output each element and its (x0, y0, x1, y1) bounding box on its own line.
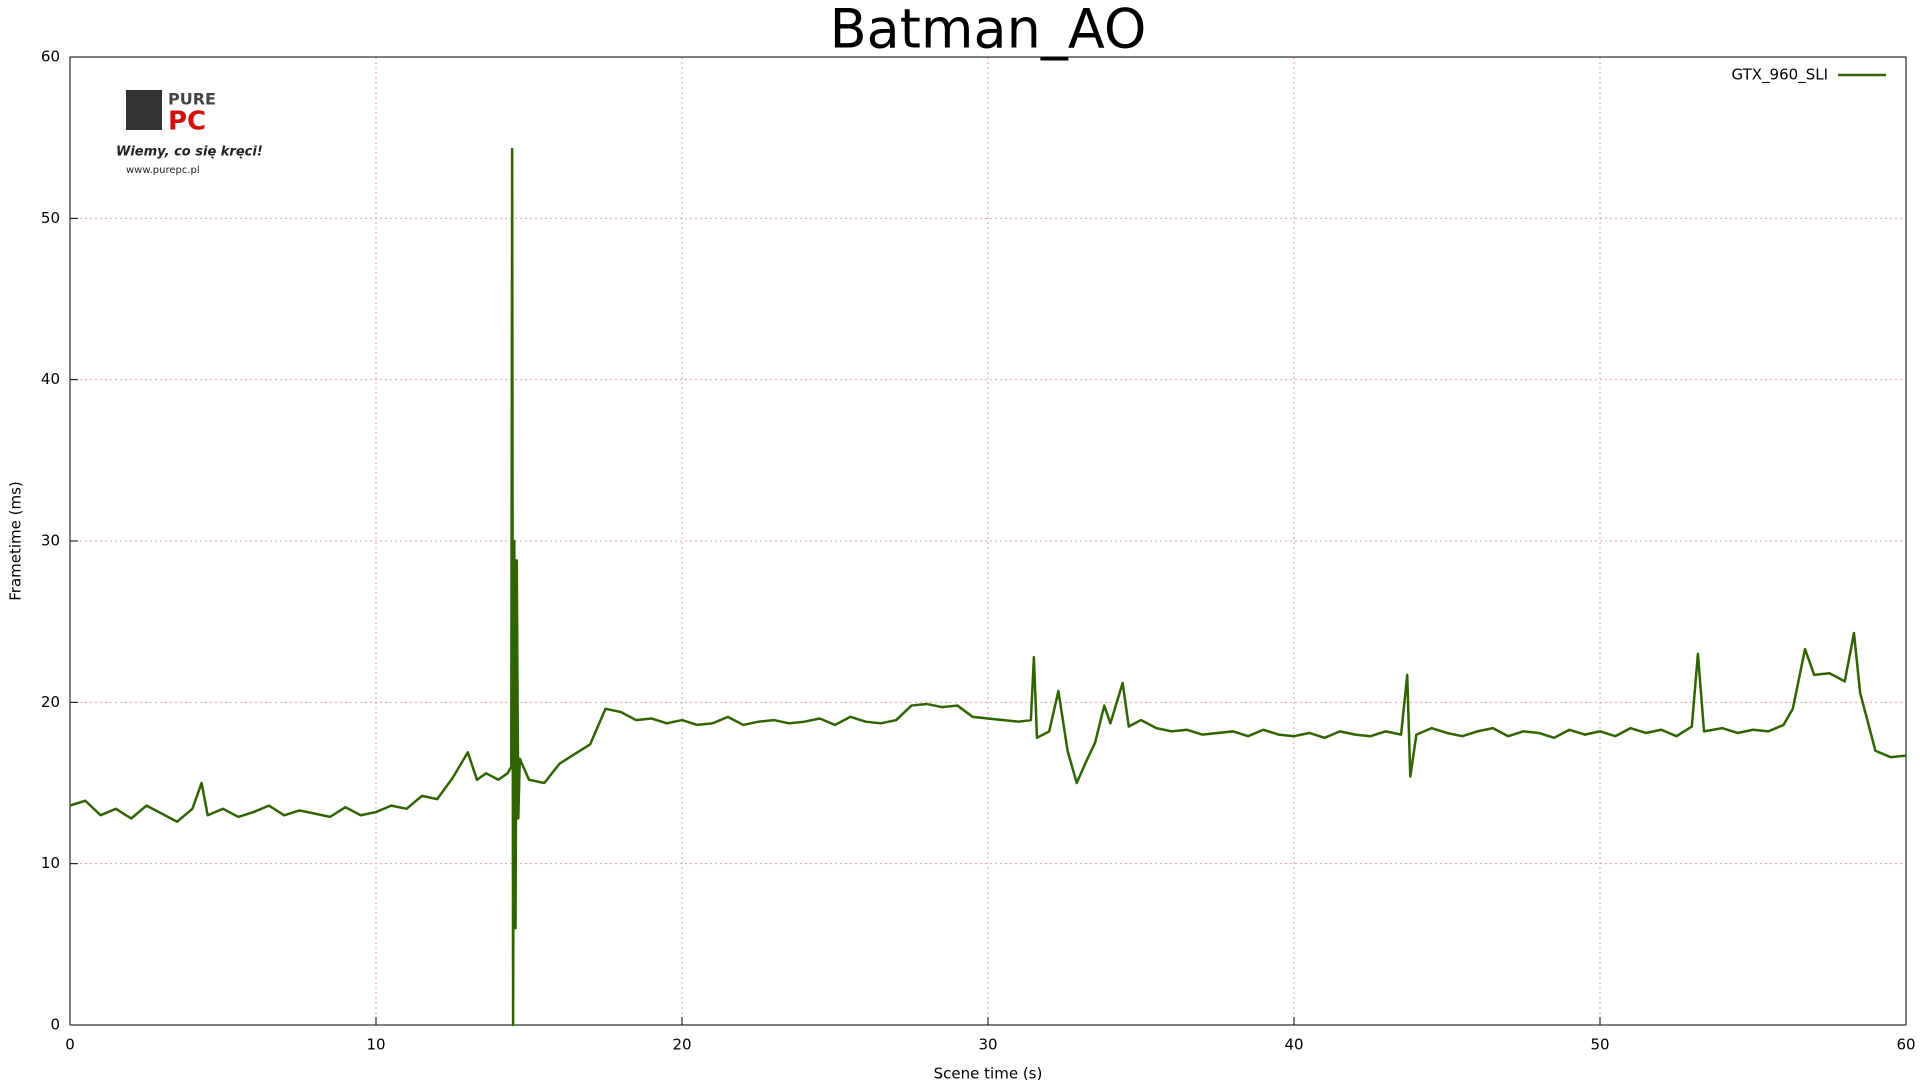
x-tick-label: 60 (1896, 1036, 1915, 1054)
plot-frame (69, 56, 1907, 1026)
y-tick-label: 40 (41, 370, 60, 388)
x-axis-label: Scene time (s) (934, 1065, 1043, 1080)
data-line (69, 147, 1907, 1027)
y-tick-label: 20 (41, 693, 60, 711)
y-tick-label: 50 (41, 209, 60, 227)
x-tick-label: 50 (1590, 1036, 1609, 1054)
y-tick-label: 60 (41, 48, 60, 66)
y-axis-label: Frametime (ms) (7, 481, 25, 601)
y-tick-label: 0 (50, 1016, 60, 1034)
logo-url: www.purepc.pl (126, 165, 200, 176)
logo-slogan: Wiemy, co się kręci! (116, 145, 263, 160)
x-tick-label: 40 (1284, 1036, 1303, 1054)
legend-label: GTX_960_SLI (1732, 66, 1828, 85)
x-tick-label: 20 (672, 1036, 691, 1054)
y-tick-label: 30 (41, 532, 60, 550)
chart-title: Batman_AO (830, 0, 1147, 61)
logo-box (126, 90, 162, 130)
x-tick-label: 0 (65, 1036, 75, 1054)
logo: PURE PC Wiemy, co się kręci! www.purepc.… (116, 90, 263, 177)
logo-main: PC (168, 107, 206, 137)
x-tick-label: 30 (978, 1036, 997, 1054)
y-tick-label: 10 (41, 854, 60, 872)
logo-top: PURE (168, 90, 216, 109)
x-tick-label: 10 (366, 1036, 385, 1054)
